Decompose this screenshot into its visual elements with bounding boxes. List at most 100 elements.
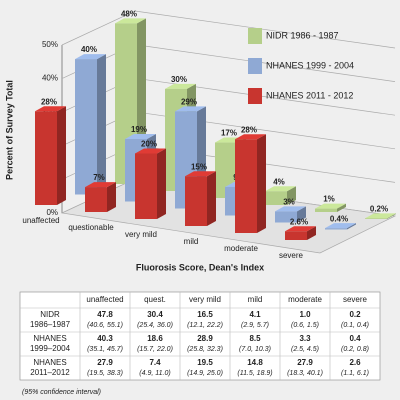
bar-top (315, 203, 346, 209)
bar (315, 208, 337, 212)
table-value: 1.0 (299, 310, 311, 319)
table-value: 18.6 (147, 334, 163, 343)
bar-top (125, 134, 156, 140)
row-header: NIDR (40, 310, 60, 319)
table-ci: (2.5, 4.5) (291, 346, 319, 353)
bar-top (265, 186, 296, 192)
row-header: 2011–2012 (30, 368, 70, 377)
table-value: 28.9 (197, 334, 213, 343)
table-value: 3.3 (299, 334, 311, 343)
y-tick-label: 50% (42, 40, 58, 49)
value-label: 28% (41, 97, 57, 106)
bar-top (115, 18, 146, 24)
table-value: 16.5 (197, 310, 213, 319)
table-value: 8.5 (249, 334, 261, 343)
bar-side (157, 148, 166, 219)
table-ci: (0.2, 0.8) (341, 346, 369, 353)
bar-top (365, 213, 396, 219)
value-label: 40% (81, 45, 97, 54)
value-label: 20% (141, 140, 157, 149)
x-tick-label: moderate (224, 244, 258, 253)
x-tick-label: unaffected (22, 216, 59, 225)
table-ci: (11.5, 18.9) (237, 370, 272, 377)
value-label: 0.2% (370, 204, 388, 213)
table-value: 27.9 (97, 358, 113, 367)
legend-swatch (248, 28, 262, 44)
grid-line (61, 10, 396, 49)
bar-top (185, 171, 216, 177)
table-header: very mild (189, 295, 221, 304)
value-label: 2.6% (290, 217, 308, 226)
bar-top (285, 226, 316, 232)
table-header: quest. (144, 295, 166, 304)
row-header: 1999–2004 (30, 344, 71, 353)
bar (85, 187, 107, 212)
x-tick-label: severe (279, 251, 304, 260)
bar-side (307, 226, 316, 240)
bar (285, 231, 307, 240)
table-ci: (0.6, 1.5) (291, 322, 319, 329)
bar (365, 218, 387, 219)
bar-top (235, 134, 266, 140)
table-ci: (18.3, 40.1) (287, 370, 323, 377)
table-value: 30.4 (147, 310, 163, 319)
table-value: 40.3 (97, 334, 113, 343)
table-value: 4.1 (249, 310, 261, 319)
table-ci: (25.4, 36.0) (137, 322, 173, 329)
table-ci: (7.0, 10.3) (239, 346, 271, 353)
table-header: severe (343, 295, 368, 304)
x-tick-label: mild (184, 237, 199, 246)
bar-top (85, 182, 116, 188)
table-ci: (35.1, 45.7) (87, 346, 123, 353)
value-label: 29% (181, 98, 197, 107)
table-ci: (19.5, 38.3) (87, 370, 123, 377)
value-label: 48% (121, 10, 137, 19)
value-label: 1% (323, 195, 335, 204)
x-tick-label: very mild (125, 230, 157, 239)
x-axis-label: Fluorosis Score, Dean's Index (136, 262, 264, 272)
legend-label: NHANES 1999 - 2004 (266, 60, 354, 70)
table-ci: (1.1, 6.1) (341, 370, 369, 377)
table-value: 27.9 (297, 358, 313, 367)
bar (185, 176, 207, 226)
table-header: mild (248, 295, 263, 304)
legend-swatch (248, 88, 262, 104)
bar-side (287, 186, 296, 205)
value-label: 28% (241, 125, 257, 134)
legend-label: NHANES 2011 - 2012 (266, 90, 353, 100)
table-value: 47.8 (97, 310, 113, 319)
value-label: 17% (221, 129, 237, 138)
bar-top (165, 83, 196, 89)
table-value: 7.4 (149, 358, 161, 367)
bar (135, 153, 157, 219)
table-note: (95% confidence interval) (22, 389, 101, 396)
bar-top (175, 106, 206, 112)
bar (325, 228, 347, 230)
bar-top (35, 106, 66, 112)
bar-top (325, 223, 356, 229)
row-header: NHANES (33, 334, 66, 343)
bar-side (107, 182, 116, 212)
bar (275, 211, 297, 223)
legend-label: NIDR 1986 - 1987 (266, 30, 339, 40)
bar-side (257, 134, 266, 233)
bar-side (57, 106, 66, 205)
table-ci: (2.9, 5.7) (241, 322, 269, 329)
y-tick-label: 40% (42, 74, 58, 83)
y-tick-label: 0% (46, 208, 58, 217)
value-label: 30% (171, 75, 187, 84)
table-value: 0.2 (349, 310, 361, 319)
bar-side (387, 213, 396, 219)
value-label: 4% (273, 177, 285, 186)
bar-side (207, 171, 216, 226)
table-value: 2.6 (349, 358, 361, 367)
row-header: NHANES (33, 358, 66, 367)
table-header: moderate (288, 295, 322, 304)
value-label: 3% (283, 198, 295, 207)
table-ci: (40.6, 55.1) (87, 322, 123, 329)
table-header: unaffected (86, 295, 123, 304)
bar-side (337, 203, 346, 212)
bar-side (347, 223, 356, 230)
value-label: 15% (191, 162, 207, 171)
